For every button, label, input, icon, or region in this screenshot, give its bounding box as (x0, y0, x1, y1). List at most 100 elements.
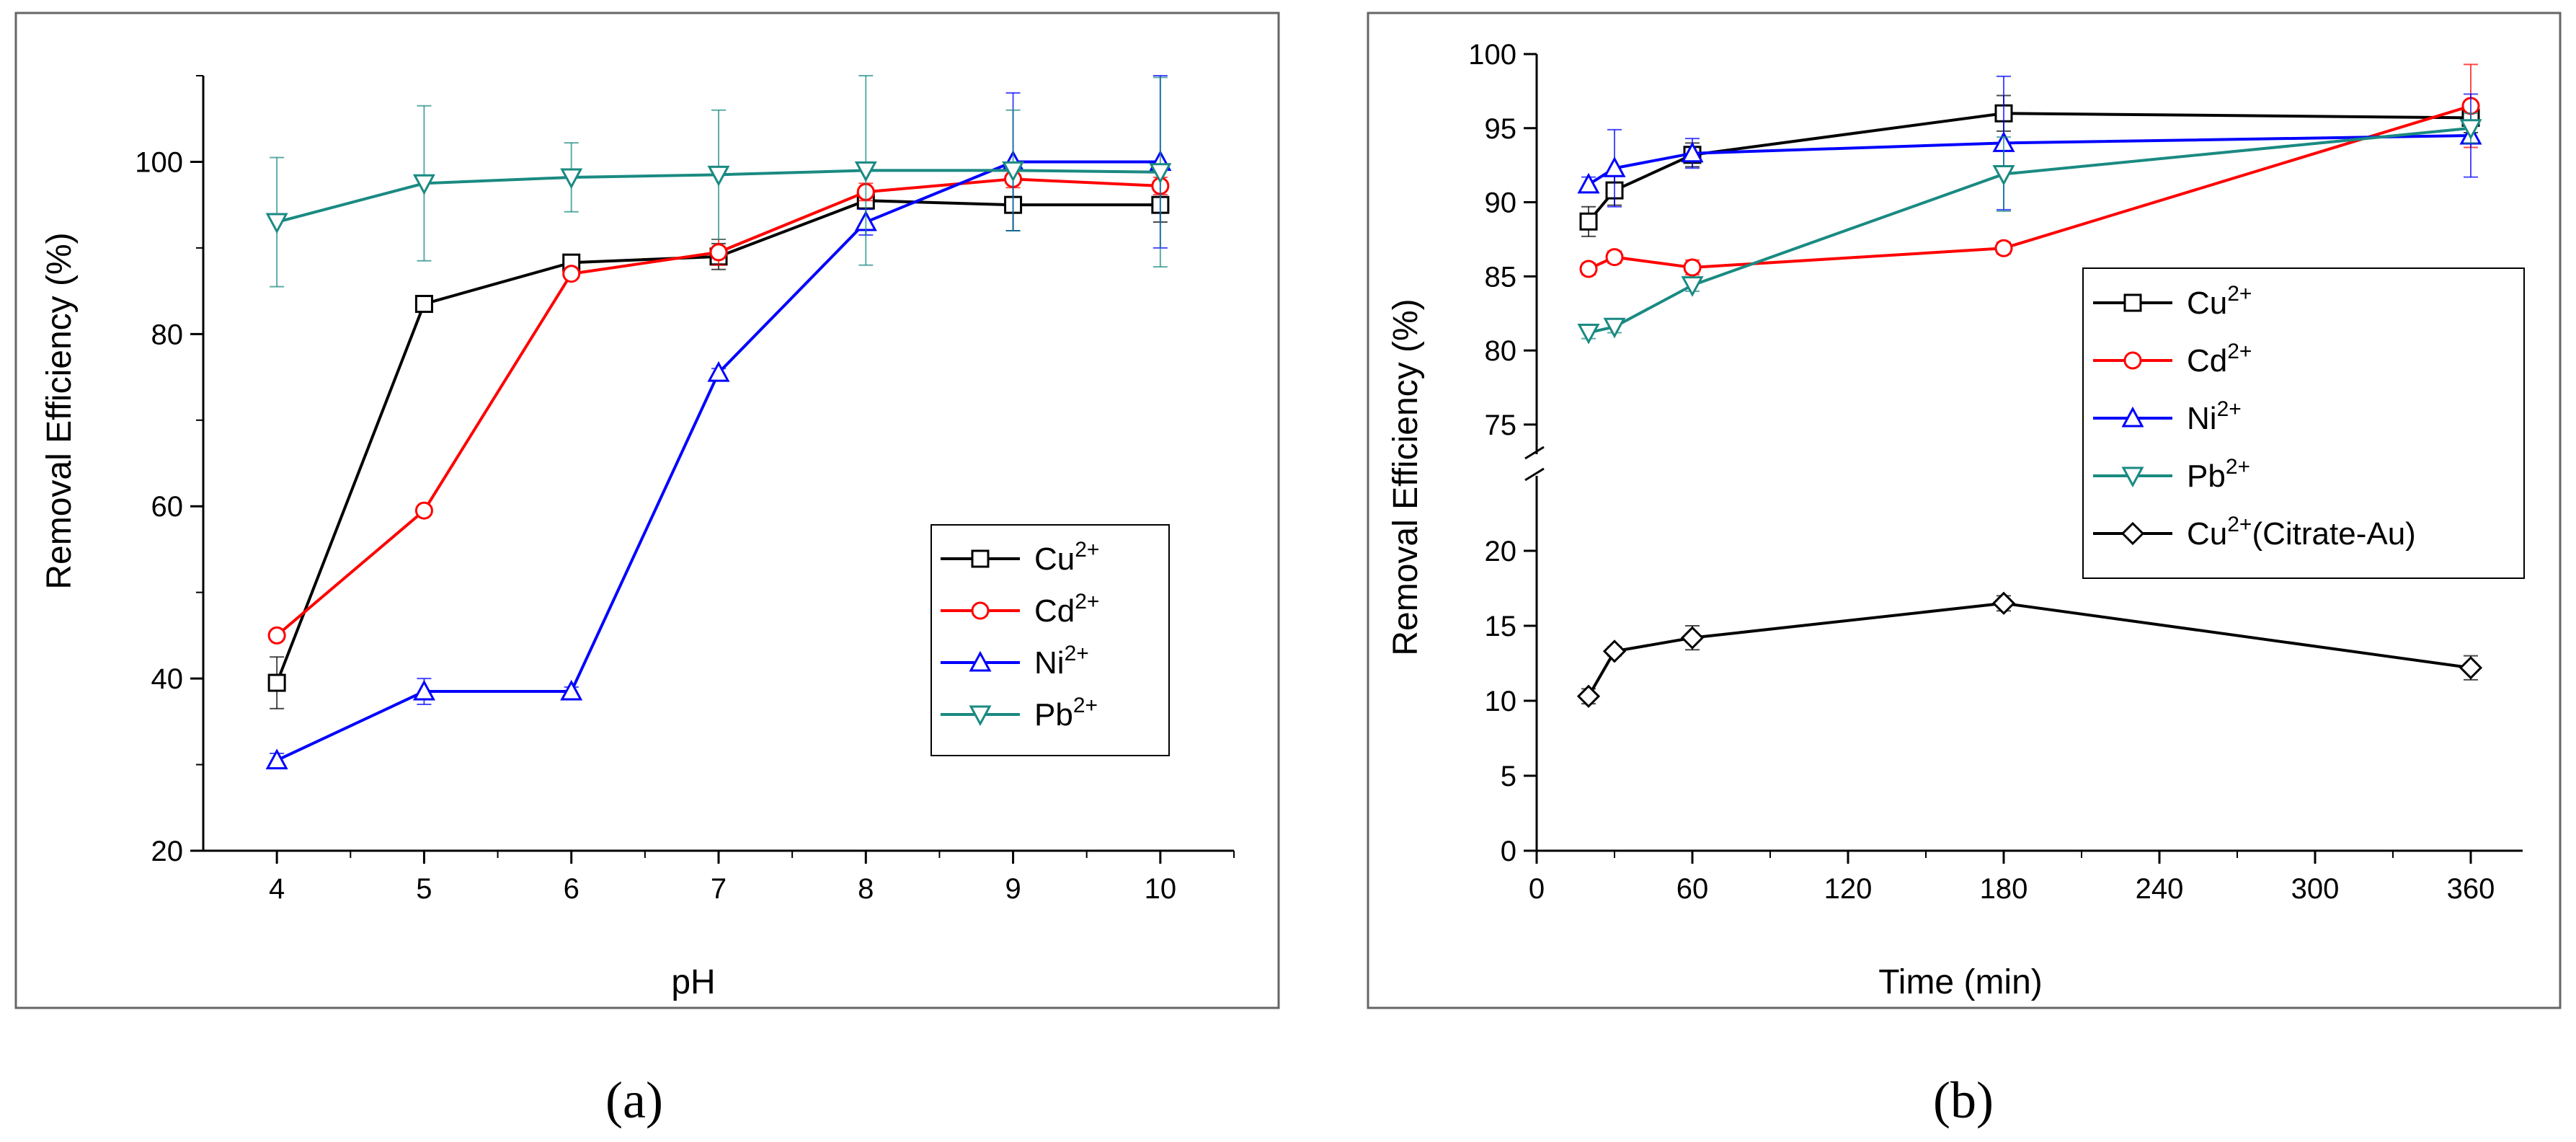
y-axis-label-a: Removal Efficiency (%) (40, 232, 79, 589)
data-point-b-1-3 (1994, 239, 2013, 257)
panel-label-b: (b) (1933, 1071, 1994, 1129)
legend-marker (969, 650, 992, 672)
panel-label-a: (a) (605, 1071, 663, 1129)
data-point-b-1-2 (1683, 258, 1702, 277)
data-point-b-4-4 (2459, 656, 2483, 680)
series-line-b-4 (1587, 601, 2471, 697)
legend-marker (2120, 521, 2145, 546)
x-tick-label-a: 8 (858, 873, 874, 905)
x-tick-label-b: 360 (2447, 873, 2495, 905)
y-tick-label-b: 85 (1485, 261, 1517, 293)
x-tick-label-b: 300 (2291, 873, 2340, 905)
chart-a: Removal Efficiency (%) pH 20 40 60 80 100 4 5 6… (40, 75, 1235, 1001)
y-tick-label-b: 95 (1485, 113, 1517, 145)
chart-b: Removal Efficiency (%) Time (min) 75 80 85… (1387, 39, 2525, 1001)
y-tick-label-b: 90 (1485, 187, 1517, 219)
legend-marker (971, 601, 990, 620)
legend-a: Cu2+Cd2+Ni2+Pb2+ (931, 524, 1170, 756)
data-point-a-2-1 (412, 679, 435, 701)
axis-break-mark (1524, 467, 1545, 482)
y-axis-label-b: Removal Efficiency (%) (1387, 298, 1425, 655)
data-point-a-0-1 (414, 295, 433, 314)
data-point-b-4-0 (1576, 684, 1601, 708)
legend-marker (2121, 466, 2144, 488)
x-tick-label-b: 180 (1980, 873, 2028, 905)
series-line-b-2 (1587, 134, 2471, 186)
data-point-b-2-2 (1681, 141, 1704, 163)
legend-label: Pb2+ (1034, 694, 1098, 732)
legend-marker (2123, 293, 2142, 312)
data-point-a-3-0 (265, 213, 288, 234)
data-point-a-1-1 (414, 501, 433, 520)
data-point-a-2-2 (560, 679, 583, 701)
x-tick-label-a: 6 (564, 873, 579, 905)
legend-label: Cu2+ (1034, 538, 1099, 577)
y-tick-label-a: 80 (151, 319, 184, 350)
y-tick-label-b: 0 (1501, 836, 1516, 867)
y-tick-label-a: 100 (135, 146, 183, 178)
legend-label: Pb2+ (2187, 455, 2250, 494)
y-tick-label-b: 80 (1485, 335, 1517, 367)
y-tick-label-b: 100 (1468, 39, 1516, 71)
y-tick-label-b: 10 (1485, 686, 1517, 717)
y-tick-label-b: 20 (1485, 536, 1517, 567)
data-point-a-3-5 (1002, 161, 1025, 182)
y-tick-label-b: 5 (1501, 761, 1516, 792)
data-point-b-4-2 (1680, 626, 1705, 650)
x-axis-label-b: Time (min) (1878, 963, 2043, 1001)
legend-box-a (931, 524, 1170, 756)
data-point-b-4-3 (1991, 591, 2016, 615)
data-point-a-2-0 (265, 748, 288, 770)
data-point-b-1-0 (1579, 260, 1598, 278)
y-tick-label-a: 60 (151, 491, 184, 523)
data-point-a-3-2 (560, 168, 583, 190)
panel-b-frame (1367, 12, 2562, 1009)
data-point-a-3-1 (412, 174, 435, 195)
data-point-b-3-1 (1603, 317, 1626, 339)
axis-break-mark (1524, 446, 1545, 460)
x-tick-label-a: 7 (711, 873, 727, 905)
data-point-a-1-0 (267, 626, 286, 645)
legend-label: Cu2+(Citrate-Au) (2187, 513, 2416, 552)
x-tick-label-a: 5 (416, 873, 432, 905)
data-point-a-1-2 (562, 265, 581, 283)
data-point-b-3-2 (1681, 276, 1704, 297)
legend-label: Ni2+ (2187, 397, 2242, 436)
data-point-b-2-0 (1577, 172, 1600, 194)
legend-marker (2123, 351, 2142, 370)
data-point-a-0-0 (267, 673, 286, 692)
data-point-a-3-4 (854, 161, 877, 182)
legend-box-b (2082, 267, 2525, 579)
data-point-b-2-1 (1603, 156, 1626, 177)
data-point-a-3-3 (707, 165, 730, 187)
data-point-b-4-1 (1602, 639, 1627, 663)
legend-marker (971, 549, 990, 568)
panel-a-frame (14, 12, 1280, 1009)
data-point-b-3-4 (2459, 119, 2482, 140)
data-point-a-3-6 (1149, 163, 1172, 184)
y-tick-label-b: 75 (1485, 410, 1517, 441)
data-point-a-2-3 (707, 360, 730, 382)
data-point-b-3-0 (1577, 323, 1600, 345)
legend-marker (969, 705, 992, 727)
x-tick-label-b: 0 (1529, 873, 1545, 905)
x-tick-label-a: 9 (1005, 873, 1021, 905)
data-point-b-0-0 (1579, 212, 1598, 231)
legend-b: Cu2+Cd2+Ni2+Pb2+Cu2+(Citrate-Au) (2082, 267, 2525, 579)
x-tick-label-b: 240 (2136, 873, 2184, 905)
y-tick-label-a: 40 (151, 663, 184, 695)
data-point-b-3-3 (1992, 165, 2015, 186)
x-tick-label-a: 10 (1145, 873, 1177, 905)
y-tick-label-b: 15 (1485, 611, 1517, 642)
legend-marker (2121, 406, 2144, 428)
x-tick-label-b: 120 (1824, 873, 1873, 905)
x-axis-label-a: pH (671, 963, 715, 1001)
x-tick-label-b: 60 (1676, 873, 1709, 905)
y-tick-label-a: 20 (151, 836, 184, 867)
data-point-b-1-1 (1605, 248, 1624, 267)
series-line-b-1 (1588, 105, 2471, 270)
x-tick-label-a: 4 (269, 873, 285, 905)
data-point-a-1-3 (709, 243, 728, 262)
series-line-b-0 (1587, 112, 2471, 223)
